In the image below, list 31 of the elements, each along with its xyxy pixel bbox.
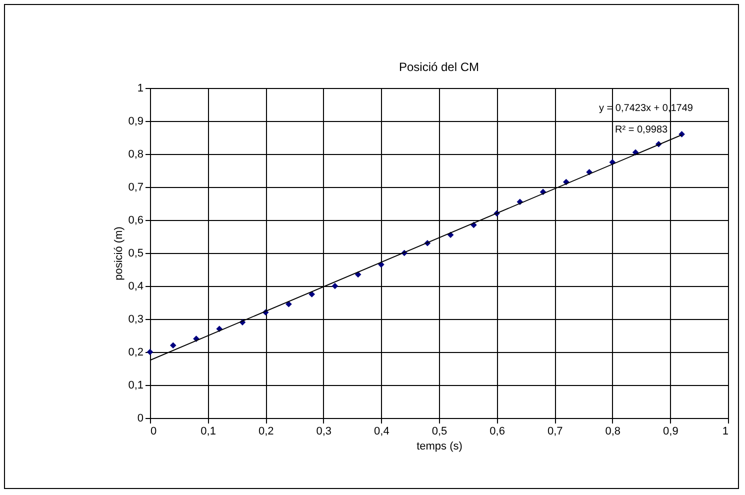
y-tick-label: 0,8 xyxy=(128,148,144,160)
chart-title: Posició del CM xyxy=(398,60,480,74)
annotation: R² = 0,9983 xyxy=(615,124,668,136)
x-tick-label: 0,9 xyxy=(663,426,678,438)
x-tick-label: 0,2 xyxy=(258,426,274,438)
x-tick-label: 0,6 xyxy=(490,426,505,438)
y-tick-label: 0 xyxy=(137,412,144,424)
x-tick-label: 0,4 xyxy=(374,426,390,438)
y-tick-label: 0,5 xyxy=(128,248,144,260)
x-tick-label: 0,7 xyxy=(547,426,563,438)
y-tick-label: 0,7 xyxy=(128,182,144,194)
x-tick-label: 0,5 xyxy=(432,426,448,438)
x-axis-title: temps (s) xyxy=(416,440,462,452)
y-tick-label: 0,1 xyxy=(128,380,144,392)
x-tick-label: 0,8 xyxy=(605,426,621,438)
point xyxy=(354,271,362,278)
y-tick-label: 1 xyxy=(137,82,144,94)
y-axis-title: posició (m) xyxy=(113,226,126,280)
x-tick-label: 0 xyxy=(150,426,157,438)
y-tick-label: 0,2 xyxy=(128,346,144,358)
point xyxy=(170,342,176,349)
x-tick-label: 0,1 xyxy=(200,426,216,438)
point xyxy=(308,291,315,298)
y-tick-label: 0,9 xyxy=(128,116,144,128)
y-tick-label: 0,3 xyxy=(128,314,144,326)
x-tick-label: 0,3 xyxy=(316,426,332,438)
point xyxy=(286,300,292,308)
x-tick-label: 1 xyxy=(722,426,728,438)
y-tick-label: 0,4 xyxy=(128,280,144,292)
y-tick-label: 0,6 xyxy=(128,214,144,226)
point xyxy=(332,282,338,290)
